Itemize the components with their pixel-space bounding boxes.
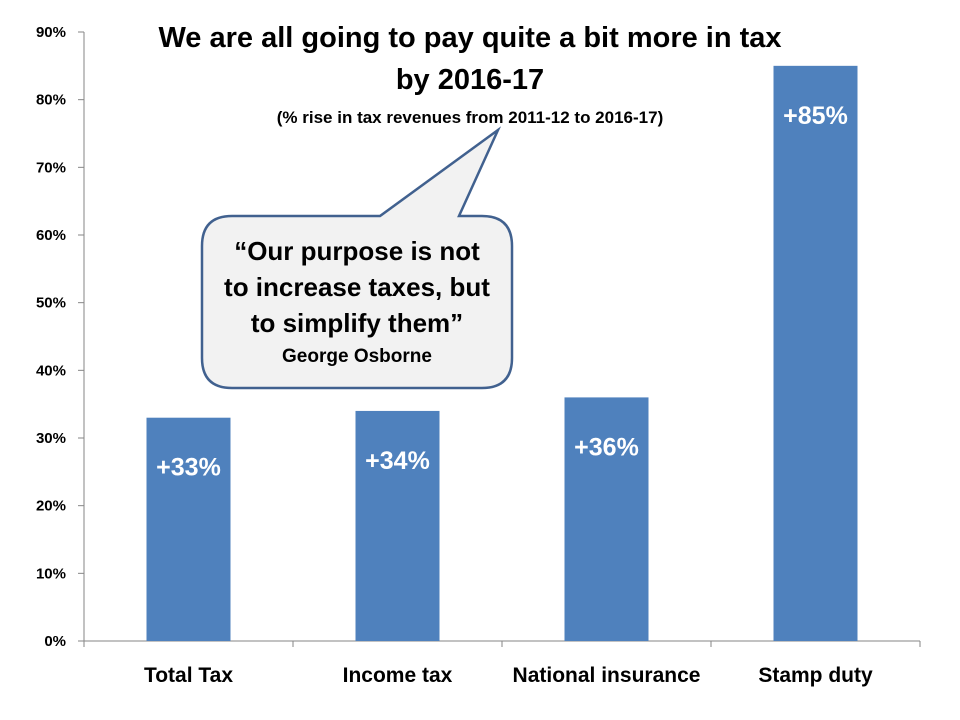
data-label: +36% bbox=[574, 433, 639, 461]
chart-axes: 0% 10% 20% 30% 40% 50% 60% 70% 80% 90% bbox=[36, 24, 921, 650]
title-line-2: by 2016-17 bbox=[395, 64, 545, 96]
y-tick-label: 30% bbox=[36, 430, 66, 447]
y-tick-label: 40% bbox=[36, 362, 66, 379]
x-category-label: Total Tax bbox=[144, 664, 233, 687]
bar-national-insurance bbox=[564, 397, 649, 641]
bar-income-tax bbox=[355, 410, 440, 641]
chart-subtitle: (% rise in tax revenues from 2011-12 to … bbox=[276, 108, 664, 127]
bar-total-tax bbox=[146, 417, 231, 641]
quote-line-1: “Our purpose is not bbox=[234, 236, 480, 266]
title-line-1: We are all going to pay quite a bit more… bbox=[158, 22, 782, 54]
chart-bars bbox=[146, 65, 858, 642]
y-tick-label: 10% bbox=[36, 565, 66, 582]
y-tick-label: 20% bbox=[36, 498, 66, 515]
x-category-label: Income tax bbox=[343, 664, 453, 687]
quote-line-2: to increase taxes, but bbox=[224, 272, 490, 302]
data-label: +34% bbox=[365, 447, 430, 475]
y-tick-label: 50% bbox=[36, 295, 66, 312]
bar-stamp-duty bbox=[773, 65, 858, 642]
x-category-label: Stamp duty bbox=[758, 664, 873, 687]
y-tick-label: 90% bbox=[36, 24, 66, 41]
y-tick-label: 60% bbox=[36, 227, 66, 244]
x-category-label: National insurance bbox=[513, 664, 701, 687]
data-label: +33% bbox=[156, 454, 221, 482]
quote-callout-bubble bbox=[200, 126, 514, 390]
chart-labels: +33% Total Tax +34% Income tax +36% National … bbox=[144, 102, 873, 687]
y-tick-label: 0% bbox=[44, 633, 66, 650]
quote-line-3: to simplify them” bbox=[250, 308, 464, 338]
data-label: +85% bbox=[783, 102, 848, 130]
y-tick-label: 70% bbox=[36, 159, 66, 176]
quote-attribution: George Osborne bbox=[282, 346, 432, 367]
y-tick-label: 80% bbox=[36, 92, 66, 109]
